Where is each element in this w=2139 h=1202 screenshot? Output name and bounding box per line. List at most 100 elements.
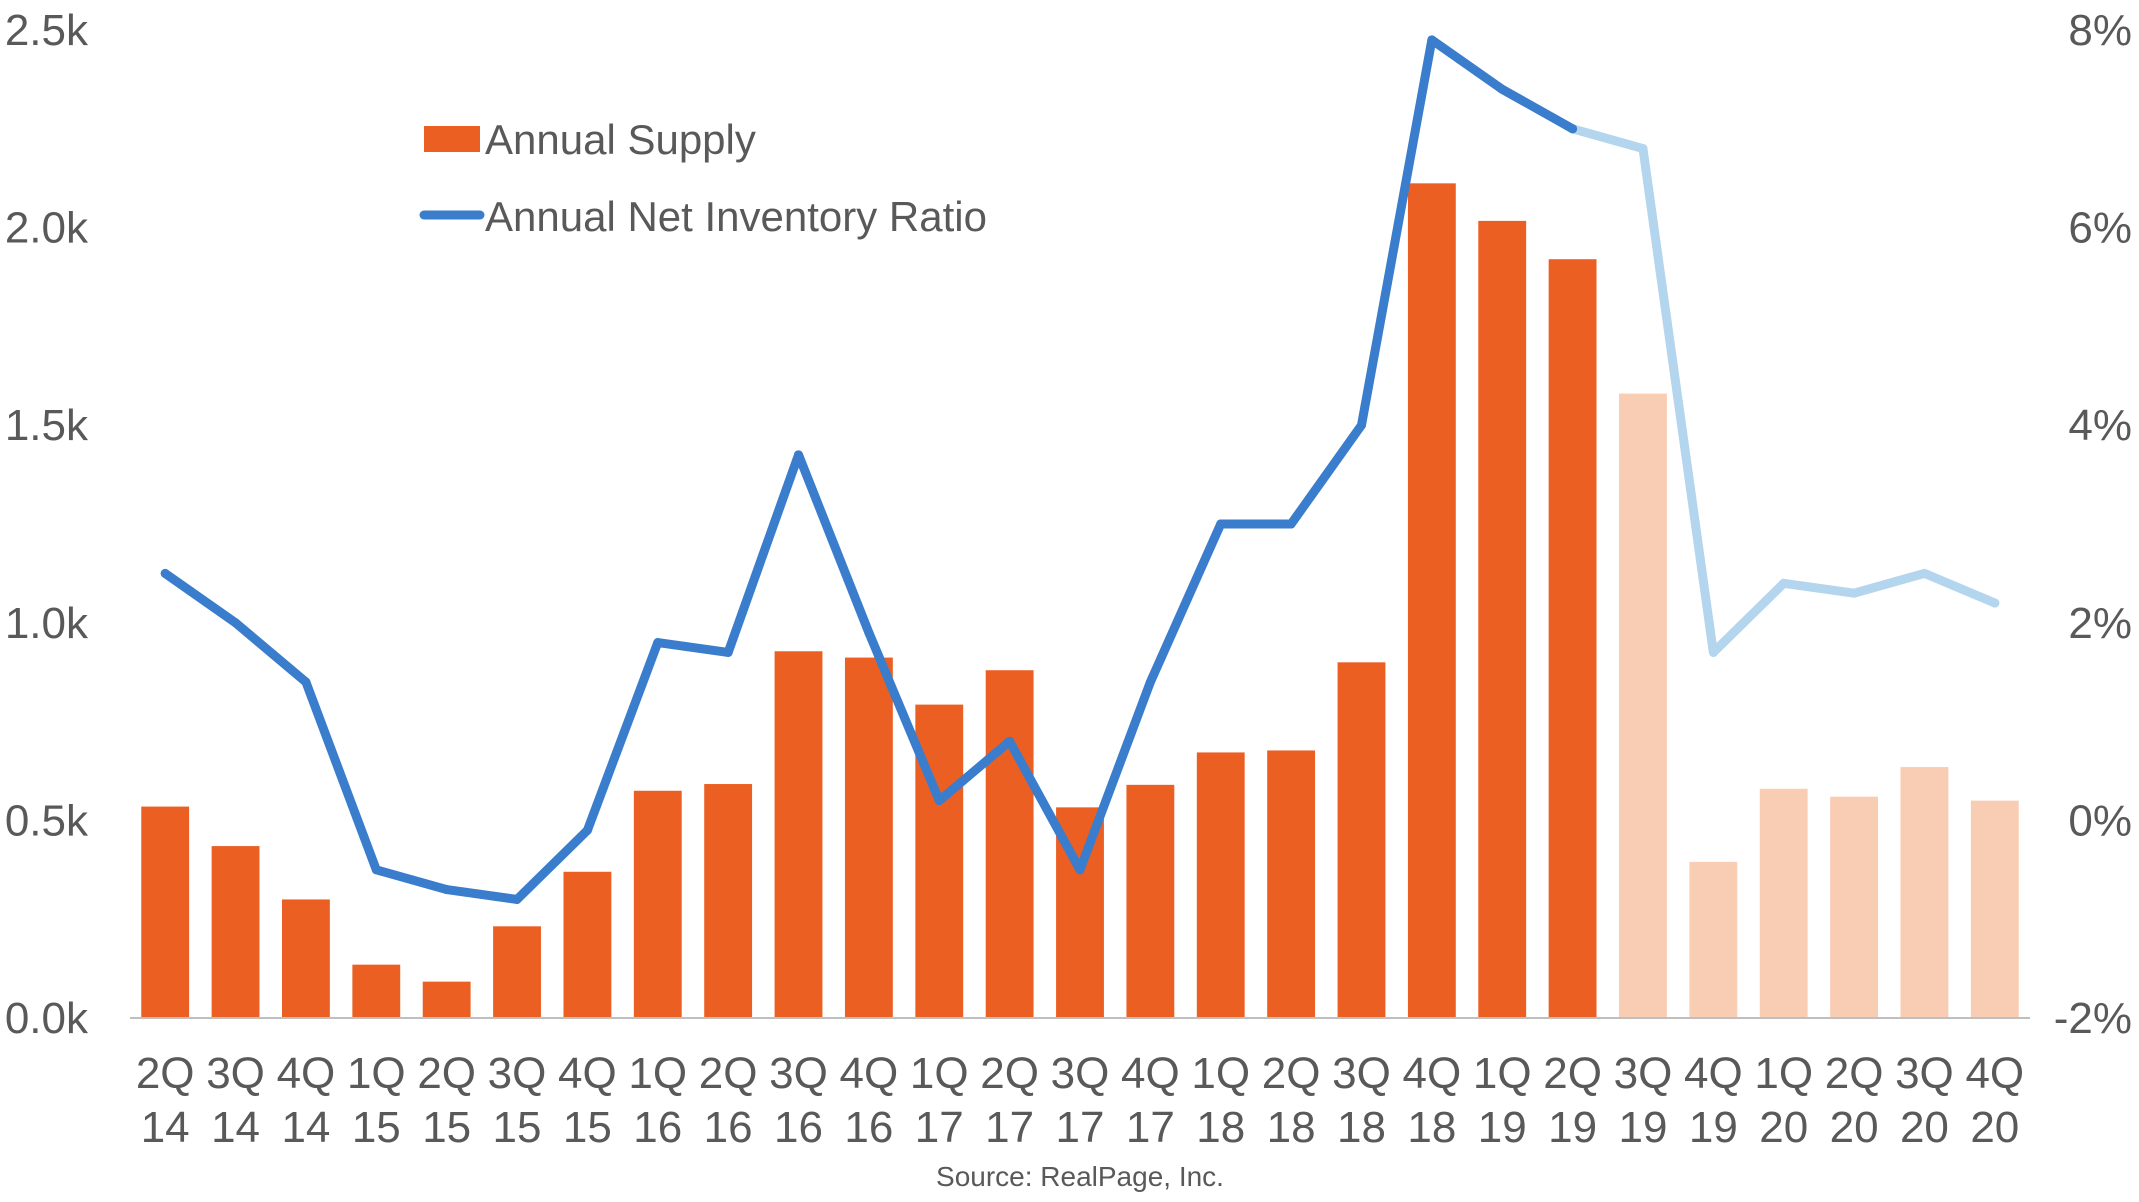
right-axis-tick: 4%	[2068, 401, 2132, 450]
point-4q-16	[864, 628, 874, 638]
category-label: 4Q 14	[277, 1049, 336, 1152]
bar-series	[141, 183, 2019, 1019]
right-axis-tick: 6%	[2068, 204, 2132, 253]
point-3q-15	[512, 894, 522, 904]
point-3q-18	[1356, 420, 1366, 430]
left-axis-tick: 1.0k	[5, 599, 89, 648]
legend-label-net-inventory-ratio: Annual Net Inventory Ratio	[485, 193, 987, 240]
axes: 0.0k 0.5k 1.0k 1.5k 2.0k 2.5k -2% 0% 2% 4% 6% 8% 2Q 1…	[5, 6, 2132, 1152]
bar-2q-20	[1830, 796, 1878, 1018]
category-label: 2Q 18	[1262, 1049, 1321, 1152]
bar-2q-16	[704, 784, 753, 1018]
category-label: 2Q 20	[1825, 1049, 1884, 1152]
right-axis-tick: -2%	[2054, 994, 2132, 1043]
left-axis-tick: 0.5k	[5, 796, 89, 845]
bar-1q-18	[1196, 752, 1245, 1018]
category-label: 3Q 19	[1614, 1049, 1673, 1152]
category-label: 2Q 14	[136, 1049, 195, 1152]
category-label: 2Q 17	[980, 1049, 1039, 1152]
bar-1q-20	[1759, 788, 1808, 1018]
bar-4q-14	[282, 899, 330, 1018]
bar-2q-18	[1267, 750, 1316, 1018]
bar-3q-20	[1900, 767, 1949, 1018]
point-1q-19	[1497, 84, 1507, 94]
point-4q-17	[1145, 677, 1155, 687]
legend: Annual Supply Annual Net Inventory Ratio	[419, 116, 987, 240]
point-1q-17	[934, 796, 944, 806]
category-label: 4Q 19	[1684, 1049, 1743, 1152]
category-label: 3Q 20	[1895, 1049, 1954, 1152]
point-4q-19	[1708, 647, 1718, 657]
source-note: Source: RealPage, Inc.	[936, 1161, 1224, 1192]
category-label: 4Q 17	[1121, 1049, 1180, 1152]
category-label: 3Q 16	[769, 1049, 828, 1152]
left-axis-tick: 2.5k	[5, 6, 89, 55]
line-series	[160, 35, 2000, 904]
bar-4q-17	[1126, 784, 1175, 1018]
bar-2q-14	[141, 806, 190, 1018]
bar-3q-18	[1337, 662, 1386, 1018]
point-2q-18	[1286, 519, 1296, 529]
category-label: 3Q 14	[206, 1049, 265, 1152]
bar-4q-18	[1407, 183, 1456, 1019]
bar-4q-16	[844, 657, 893, 1018]
point-1q-18	[1216, 519, 1226, 529]
point-1q-20	[1779, 578, 1789, 588]
bar-1q-19	[1478, 220, 1527, 1019]
right-axis-tick: 8%	[2068, 6, 2132, 55]
category-label: 1Q 15	[347, 1049, 406, 1152]
left-axis-tick: 2.0k	[5, 204, 89, 253]
left-axis-tick: 1.5k	[5, 401, 89, 450]
category-label: 1Q 17	[910, 1049, 969, 1152]
category-label: 4Q 15	[558, 1049, 617, 1152]
bar-4q-20	[1970, 800, 2019, 1018]
point-1q-16	[653, 638, 663, 648]
right-axis-tick: 2%	[2068, 599, 2132, 648]
bar-2q-19	[1548, 259, 1597, 1018]
point-2q-17	[1005, 736, 1015, 746]
bar-3q-15	[493, 926, 541, 1018]
legend-swatch-annual-supply	[424, 126, 480, 152]
category-label: 1Q 19	[1473, 1049, 1532, 1152]
category-label: 3Q 18	[1332, 1049, 1391, 1152]
point-4q-20	[1990, 598, 2000, 608]
bar-3q-16	[774, 651, 823, 1018]
category-label: 4Q 16	[840, 1049, 899, 1152]
category-label: 2Q 19	[1543, 1049, 1602, 1152]
bar-4q-15	[563, 871, 612, 1018]
category-label: 3Q 15	[488, 1049, 547, 1152]
point-3q-20	[1919, 568, 1929, 578]
legend-label-annual-supply: Annual Supply	[485, 116, 756, 163]
bar-3q-14	[211, 846, 260, 1018]
category-label: 2Q 16	[699, 1049, 758, 1152]
category-label: 1Q 20	[1754, 1049, 1813, 1152]
point-2q-20	[1849, 588, 1859, 598]
bar-1q-16	[633, 790, 682, 1018]
bar-2q-15	[422, 981, 471, 1018]
point-2q-14	[160, 568, 170, 578]
point-3q-17	[1075, 865, 1085, 875]
point-4q-18	[1427, 35, 1437, 45]
point-2q-15	[442, 885, 452, 895]
category-label: 1Q 16	[628, 1049, 687, 1152]
bar-1q-15	[352, 964, 401, 1018]
category-label: 3Q 17	[1051, 1049, 1110, 1152]
category-label: 2Q 15	[417, 1049, 476, 1152]
category-label: 1Q 18	[1191, 1049, 1250, 1152]
point-3q-14	[231, 618, 241, 628]
point-4q-15	[582, 825, 592, 835]
point-3q-19	[1638, 144, 1648, 154]
category-label: 4Q 20	[1965, 1049, 2024, 1152]
bar-4q-19	[1689, 861, 1738, 1018]
category-label: 4Q 18	[1403, 1049, 1462, 1152]
point-4q-14	[301, 677, 311, 687]
point-2q-16	[723, 647, 733, 657]
bar-3q-19	[1619, 393, 1667, 1019]
left-axis-tick: 0.0k	[5, 994, 89, 1043]
right-axis-tick: 0%	[2068, 796, 2132, 845]
point-1q-15	[371, 865, 381, 875]
point-3q-16	[794, 450, 804, 460]
bar-2q-17	[985, 670, 1034, 1018]
